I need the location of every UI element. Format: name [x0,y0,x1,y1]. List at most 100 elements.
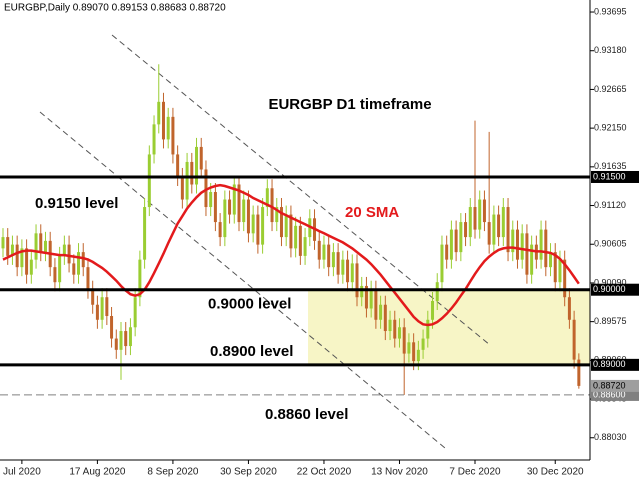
candle-body [346,259,350,283]
candle-body [95,304,99,320]
candle-body [29,259,33,275]
candle-body [393,319,397,339]
candle-body [454,229,458,253]
candle-body [355,263,359,298]
y-tick-label: 0.91120 [594,200,626,210]
candle-body [77,252,81,275]
candle-body [195,146,199,185]
candle-body [62,244,66,256]
candle-body [242,199,246,223]
candle-body [379,304,383,320]
candle-body [190,161,194,185]
sma-line [2,183,580,327]
candle-body [213,192,217,223]
candle-body [558,259,562,283]
sma-label: 20 SMA [345,204,399,221]
candle-body [407,342,411,354]
candle-body [572,319,576,360]
x-tick-label: 8 Sep 2020 [147,467,199,478]
candle-body [525,233,529,275]
chart-title: EURGBP,Daily 0.89070 0.89153 0.88683 0.8… [4,3,226,14]
candle-body [445,244,449,260]
candle-body [265,188,269,208]
candle-body [440,244,444,283]
candle-body [360,285,364,298]
candle-body [15,244,19,268]
candle-body [331,252,335,268]
candle-body [270,188,274,223]
level-label-box [591,358,639,371]
candle-body [492,214,496,245]
candle-body [279,207,283,238]
candle-body [553,252,557,283]
candle-body [114,338,118,350]
candle-body [327,244,331,268]
candle-body [431,300,435,320]
candle-body [86,267,90,290]
price-label-box [591,379,639,392]
candle-body [1,237,5,249]
x-tick-label: Jul 2020 [3,467,41,478]
candle-body [34,233,38,260]
candle-body [383,304,387,332]
highlight-zone [308,289,590,365]
candle-body [147,154,151,208]
candle-body [275,207,279,223]
price-label: 0.88720 [593,380,626,390]
candle-body [506,207,510,253]
candle-body [520,233,524,260]
candle-body [124,331,128,347]
level-label: 0.90000 [593,284,626,294]
candle-body [251,214,255,234]
candle-body [39,233,43,253]
candle-body [435,282,439,301]
candle-body [294,225,298,249]
candle-body [336,252,340,275]
candle-body [464,222,468,238]
candle-body [100,297,104,320]
candle-body [185,161,189,200]
candle-body [482,199,486,223]
y-tick-label: 0.92665 [594,84,627,94]
annotation: EURGBP D1 timeframe [268,96,431,113]
candle-body [143,207,147,260]
candle-body [478,199,482,230]
candle-body [421,338,425,350]
candle-body [152,124,156,155]
candle-body [487,222,491,245]
candle-body [199,146,203,170]
y-tick-label: 0.91635 [594,161,627,171]
candle-body [317,240,321,260]
y-tick-label: 0.90605 [594,239,627,249]
candle-body [511,229,515,253]
candle-body [176,154,180,177]
candle-body [58,255,62,283]
candle-body [364,285,368,309]
level-label-box [591,170,639,183]
candle-body [246,199,250,234]
candle-body [72,263,76,275]
candle-body [459,222,463,253]
candle-body [6,237,10,256]
candle-body [501,207,505,238]
plot-background [308,289,590,365]
plot-area [0,64,590,396]
candle-body [105,297,109,317]
level-label: 0.89000 [593,359,626,369]
y-tick-label: 0.93180 [594,45,627,55]
candle-body [374,289,378,320]
y-tick-label: 0.90090 [594,277,627,287]
candle-body [228,199,232,215]
y-tick-label: 0.88030 [594,432,627,442]
candle-body [256,214,260,245]
level-text: 0.8900 level [210,343,293,360]
level-text: 0.9000 level [208,296,291,313]
candle-body [473,207,477,230]
candle-body [449,229,453,260]
candle-body [157,101,161,125]
y-tick-label: 0.93695 [594,6,627,16]
x-tick-label: 13 Nov 2020 [371,467,428,478]
x-tick-label: 17 Aug 2020 [69,467,126,478]
candle-body [133,297,137,328]
